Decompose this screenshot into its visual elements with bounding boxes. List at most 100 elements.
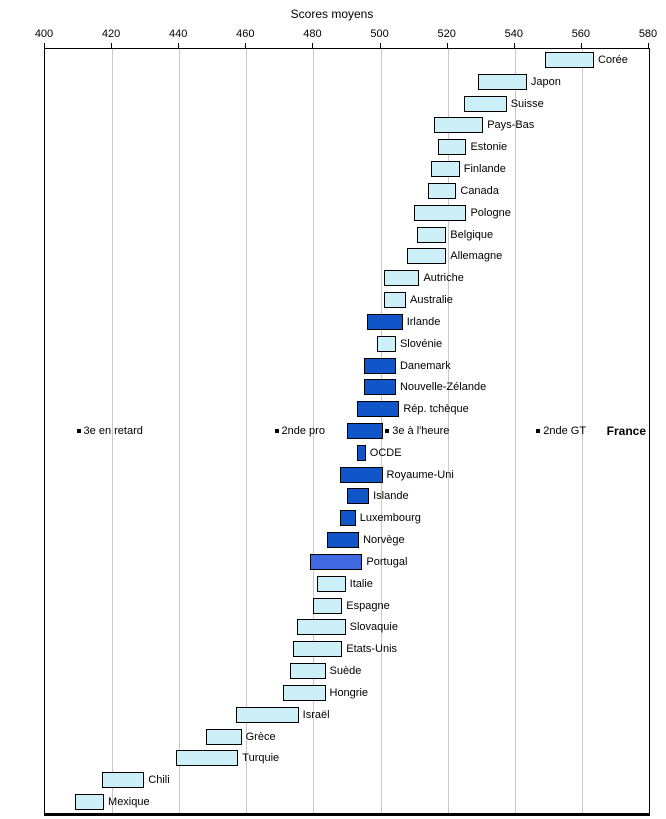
bar-australie (383, 292, 407, 309)
bar-slovaquie (296, 619, 346, 636)
bar-label-norvege: Norvège (363, 534, 405, 547)
bar-danemark (363, 357, 396, 374)
bar-label-france: France (606, 424, 646, 438)
bar-label-royaume-uni: Royaume-Uni (386, 468, 454, 481)
bar-estonie (437, 139, 467, 156)
bar-suisse (464, 95, 507, 112)
bar-etats-unis (293, 641, 343, 658)
bar-label-mexique: Mexique (108, 796, 150, 809)
gridline (581, 49, 583, 813)
bar-mexique (75, 794, 105, 811)
marker-2nde-gt (536, 429, 541, 433)
gridline (447, 49, 449, 813)
x-axis-tick-mark (580, 43, 582, 48)
bar-italie (316, 575, 346, 592)
x-axis-tick-label: 440 (169, 28, 188, 40)
bar-label-chili: Chili (148, 774, 170, 787)
x-axis-tick-label: 420 (101, 28, 121, 40)
bar-label-estonie: Estonie (470, 141, 508, 154)
gridline (112, 49, 114, 813)
x-axis-tick-mark (44, 43, 45, 48)
bar-rep-tcheque (357, 401, 400, 418)
x-axis-tick-mark (111, 43, 113, 48)
bar-label-nouvelle-zelande: Nouvelle-Zélande (399, 381, 487, 394)
x-axis-tick-mark (446, 43, 448, 48)
bar-label-finlande: Finlande (463, 163, 506, 176)
bar-label-autriche: Autriche (423, 272, 464, 285)
bar-label-canada: Canada (460, 184, 499, 197)
bar-label-japon: Japon (530, 75, 561, 88)
bar-autriche (383, 270, 420, 287)
bar-label-luxembourg: Luxembourg (359, 512, 421, 525)
chart-title: Scores moyens (290, 7, 374, 21)
bar-slovenie (377, 335, 396, 352)
bar-finlande (430, 161, 460, 178)
bar-label-israel: Israël (302, 708, 330, 721)
bar-label-hongrie: Hongrie (329, 686, 369, 699)
x-axis-tick-label: 540 (504, 28, 523, 40)
marker-label-2nde-gt: 2nde GT (543, 425, 587, 437)
x-axis-tick-mark (312, 43, 314, 48)
bar-ocde (357, 444, 366, 461)
bar-label-rep-tcheque: Rép. tchèque (403, 403, 469, 416)
marker-3e-en-retard (76, 429, 81, 433)
bar-label-pologne: Pologne (470, 206, 511, 219)
gridline (313, 49, 315, 813)
bar-label-belgique: Belgique (450, 228, 494, 241)
x-axis-tick-mark (178, 43, 180, 48)
bar-label-australie: Australie (410, 294, 453, 307)
bar-coree (544, 51, 594, 68)
gridline (246, 49, 248, 813)
bar-chili (102, 772, 145, 789)
bar-norvege (326, 532, 360, 549)
x-axis-tick-label: 460 (236, 28, 255, 40)
x-axis-tick-label: 400 (34, 28, 54, 40)
bar-nouvelle-zelande (363, 379, 396, 396)
gridline (179, 49, 181, 813)
x-axis-tick-mark (513, 43, 515, 48)
bar-irlande (367, 313, 403, 330)
bar-espagne (313, 597, 343, 614)
bar-label-slovaquie: Slovaquie (349, 621, 398, 634)
bar-allemagne (407, 248, 447, 265)
x-axis-tick-label: 480 (303, 28, 322, 40)
marker-label-3e-a-l-heure: 3e à l'heure (392, 425, 450, 437)
bar-pologne (414, 204, 467, 221)
marker-2nde-pro (274, 429, 279, 433)
marker-3e-a-l-heure (385, 429, 390, 433)
bar-france (347, 423, 383, 439)
bar-luxembourg (340, 510, 356, 527)
bar-label-suede: Suède (329, 665, 362, 678)
bar-royaume-uni (340, 466, 383, 483)
marker-label-3e-en-retard: 3e en retard (83, 425, 143, 437)
bar-label-ocde: OCDE (369, 446, 402, 459)
bar-label-grece: Grèce (245, 730, 276, 743)
bar-label-irlande: Irlande (406, 315, 441, 328)
x-axis-tick-mark (379, 43, 381, 48)
bar-label-suisse: Suisse (510, 97, 544, 110)
bar-islande (347, 488, 370, 505)
bar-label-pays-bas: Pays-Bas (487, 119, 535, 132)
bar-pays-bas (434, 117, 484, 134)
bar-label-slovenie: Slovénie (399, 337, 443, 350)
x-axis-tick-label: 500 (370, 28, 389, 40)
plot-area: Corée Japon Suisse Pays-Bas Estonie Finlande C… (44, 48, 650, 816)
bar-portugal (310, 553, 363, 570)
bar-label-espagne: Espagne (346, 599, 390, 612)
bar-label-coree: Corée (597, 53, 628, 66)
marker-label-2nde-pro: 2nde pro (281, 425, 325, 437)
bar-hongrie (283, 684, 326, 701)
gridline (514, 49, 516, 813)
bar-label-allemagne: Allemagne (450, 250, 503, 263)
bar-israel (236, 706, 299, 723)
bar-grece (206, 728, 242, 745)
bar-label-portugal: Portugal (366, 555, 408, 568)
x-axis-tick-label: 580 (638, 28, 658, 40)
bar-label-danemark: Danemark (399, 359, 451, 372)
bar-canada (427, 182, 457, 199)
x-axis-tick-mark (648, 43, 649, 48)
bar-label-turquie: Turquie (242, 752, 280, 765)
bar-label-italie: Italie (349, 577, 373, 590)
bar-belgique (417, 226, 447, 243)
